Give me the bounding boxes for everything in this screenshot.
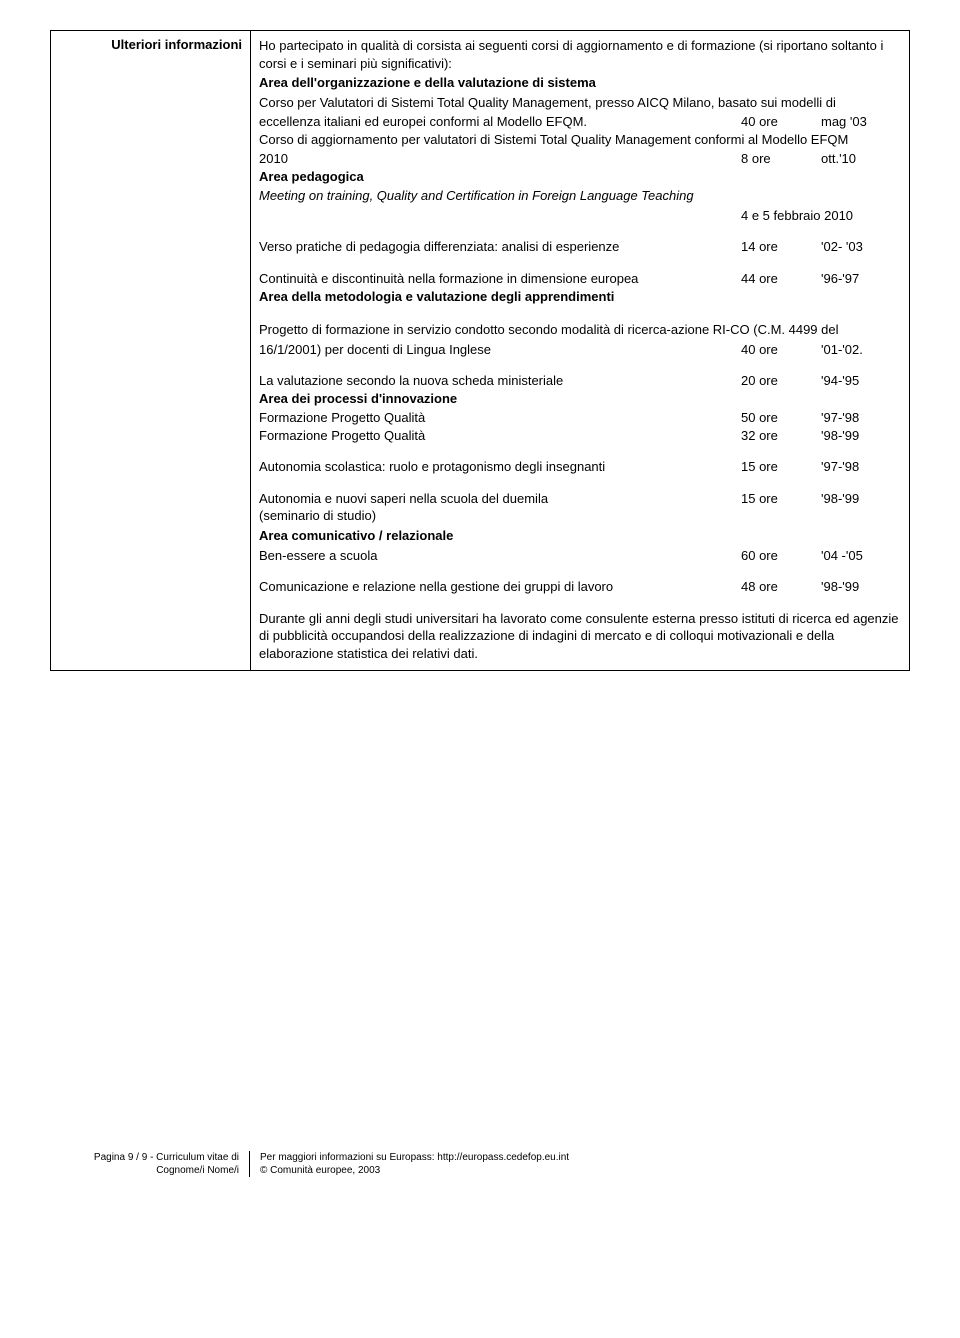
course-hours: 8 ore: [741, 150, 821, 168]
course-line: Corso di aggiornamento per valutatori di…: [259, 131, 901, 149]
course-year: '98-'99: [821, 427, 901, 445]
course-year: '04 -'05: [821, 547, 901, 565]
spacer: [259, 476, 901, 490]
footer-copyright: © Comunità europee, 2003: [260, 1164, 569, 1177]
course-year: '97-'98: [821, 458, 901, 476]
course-line: Autonomia e nuovi saperi nella scuola de…: [259, 490, 901, 508]
course-line: Comunicazione e relazione nella gestione…: [259, 578, 901, 596]
page: Ulteriori informazioni Ho partecipato in…: [0, 0, 960, 1227]
footer-page: Pagina 9 / 9 - Curriculum vitae di: [50, 1151, 239, 1164]
info-table: Ulteriori informazioni Ho partecipato in…: [50, 30, 910, 671]
course-year: '94-'95: [821, 372, 901, 390]
course-desc: 16/1/2001) per docenti di Lingua Inglese: [259, 341, 741, 359]
footer-right: Per maggiori informazioni su Europass: h…: [250, 1151, 569, 1177]
course-year: mag '03: [821, 113, 901, 131]
section-title: Area dell'organizzazione e della valutaz…: [259, 74, 901, 92]
course-desc: Verso pratiche di pedagogia differenziat…: [259, 238, 741, 256]
course-line: eccellenza italiani ed europei conformi …: [259, 113, 901, 131]
course-year: '97-'98: [821, 409, 901, 427]
section-title: Area dei processi d'innovazione: [259, 390, 901, 408]
row-label: Ulteriori informazioni: [111, 37, 242, 52]
course-hours: 40 ore: [741, 113, 821, 131]
section-title: Area comunicativo / relazionale: [259, 527, 901, 545]
page-footer: Pagina 9 / 9 - Curriculum vitae di Cogno…: [50, 1151, 910, 1177]
footer-link: Per maggiori informazioni su Europass: h…: [260, 1151, 569, 1164]
spacer: [259, 224, 901, 238]
course-line: Ben-essere a scuola 60 ore '04 -'05: [259, 547, 901, 565]
course-desc: eccellenza italiani ed europei conformi …: [259, 113, 741, 131]
course-year: '98-'99: [821, 490, 901, 508]
course-hours: 40 ore: [741, 341, 821, 359]
course-year: '02- '03: [821, 238, 901, 256]
spacer: [259, 307, 901, 321]
meeting-date-line: 4 e 5 febbraio 2010: [259, 207, 901, 225]
footer-left: Pagina 9 / 9 - Curriculum vitae di Cogno…: [50, 1151, 250, 1177]
course-desc: 2010: [259, 150, 741, 168]
course-desc: Autonomia scolastica: ruolo e protagonis…: [259, 458, 741, 476]
spacer: [259, 596, 901, 610]
section-title: Area della metodologia e valutazione deg…: [259, 288, 901, 306]
course-desc: Formazione Progetto Qualità: [259, 427, 741, 445]
spacer: [259, 444, 901, 458]
course-hours: 50 ore: [741, 409, 821, 427]
spacer: [259, 564, 901, 578]
closing-text: Durante gli anni degli studi universitar…: [259, 610, 901, 663]
course-subtitle: (seminario di studio): [259, 507, 901, 525]
spacer: [259, 207, 741, 225]
course-year: '01-'02.: [821, 341, 901, 359]
course-year: ott.'10: [821, 150, 901, 168]
course-desc: Ben-essere a scuola: [259, 547, 741, 565]
course-line: 16/1/2001) per docenti di Lingua Inglese…: [259, 341, 901, 359]
course-year: '96-'97: [821, 270, 901, 288]
course-line: Corso per Valutatori di Sistemi Total Qu…: [259, 94, 901, 112]
course-hours: 15 ore: [741, 458, 821, 476]
course-hours: 60 ore: [741, 547, 821, 565]
intro-text: Ho partecipato in qualità di corsista ai…: [259, 37, 901, 72]
course-line: Formazione Progetto Qualità 50 ore '97-'…: [259, 409, 901, 427]
course-hours: 48 ore: [741, 578, 821, 596]
meeting-date: 4 e 5 febbraio 2010: [741, 207, 901, 225]
course-desc: Formazione Progetto Qualità: [259, 409, 741, 427]
course-desc: La valutazione secondo la nuova scheda m…: [259, 372, 741, 390]
course-line: 2010 8 ore ott.'10: [259, 150, 901, 168]
course-hours: 14 ore: [741, 238, 821, 256]
course-line: La valutazione secondo la nuova scheda m…: [259, 372, 901, 390]
meeting-title: Meeting on training, Quality and Certifi…: [259, 187, 901, 205]
course-hours: 20 ore: [741, 372, 821, 390]
course-line: Progetto di formazione in servizio condo…: [259, 321, 901, 339]
course-line: Formazione Progetto Qualità 32 ore '98-'…: [259, 427, 901, 445]
course-hours: 32 ore: [741, 427, 821, 445]
course-desc: Comunicazione e relazione nella gestione…: [259, 578, 741, 596]
course-line: Verso pratiche di pedagogia differenziat…: [259, 238, 901, 256]
course-line: Continuità e discontinuità nella formazi…: [259, 270, 901, 288]
row-label-cell: Ulteriori informazioni: [51, 31, 251, 671]
course-hours: 15 ore: [741, 490, 821, 508]
course-desc: Autonomia e nuovi saperi nella scuola de…: [259, 490, 741, 508]
footer-name: Cognome/i Nome/i: [50, 1164, 239, 1177]
course-line: Autonomia scolastica: ruolo e protagonis…: [259, 458, 901, 476]
spacer: [259, 358, 901, 372]
course-desc: Continuità e discontinuità nella formazi…: [259, 270, 741, 288]
section-title: Area pedagogica: [259, 168, 901, 186]
course-hours: 44 ore: [741, 270, 821, 288]
spacer: [259, 256, 901, 270]
row-content-cell: Ho partecipato in qualità di corsista ai…: [251, 31, 910, 671]
course-year: '98-'99: [821, 578, 901, 596]
